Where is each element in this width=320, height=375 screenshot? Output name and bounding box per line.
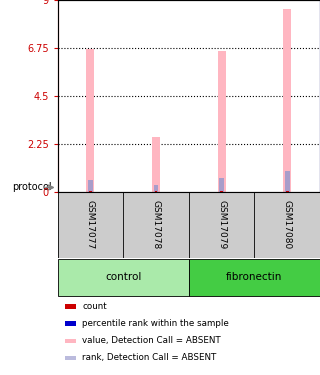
Text: GSM17080: GSM17080 bbox=[283, 200, 292, 250]
Bar bbox=[285, 171, 290, 192]
Text: control: control bbox=[105, 273, 141, 282]
Text: GSM17078: GSM17078 bbox=[151, 200, 161, 250]
Text: value, Detection Call = ABSENT: value, Detection Call = ABSENT bbox=[82, 336, 221, 345]
Bar bbox=[89, 191, 92, 192]
Bar bbox=[283, 9, 291, 192]
Text: count: count bbox=[82, 302, 107, 311]
Bar bbox=[286, 191, 289, 192]
Bar bbox=[155, 191, 157, 192]
Bar bbox=[66, 321, 76, 326]
Bar bbox=[66, 304, 76, 309]
Text: percentile rank within the sample: percentile rank within the sample bbox=[82, 319, 229, 328]
Bar bbox=[66, 356, 76, 360]
Bar bbox=[154, 184, 158, 192]
Text: protocol: protocol bbox=[12, 183, 52, 192]
Text: fibronectin: fibronectin bbox=[226, 273, 283, 282]
Bar bbox=[88, 180, 93, 192]
Text: rank, Detection Call = ABSENT: rank, Detection Call = ABSENT bbox=[82, 353, 217, 362]
Bar bbox=[218, 51, 226, 192]
Bar bbox=[220, 191, 223, 192]
Bar bbox=[152, 136, 160, 192]
Text: GSM17077: GSM17077 bbox=[86, 200, 95, 250]
Bar bbox=[66, 339, 76, 343]
Bar bbox=[58, 259, 189, 296]
Bar bbox=[189, 259, 320, 296]
Text: GSM17079: GSM17079 bbox=[217, 200, 226, 250]
Bar bbox=[219, 178, 224, 192]
Bar bbox=[86, 49, 94, 192]
